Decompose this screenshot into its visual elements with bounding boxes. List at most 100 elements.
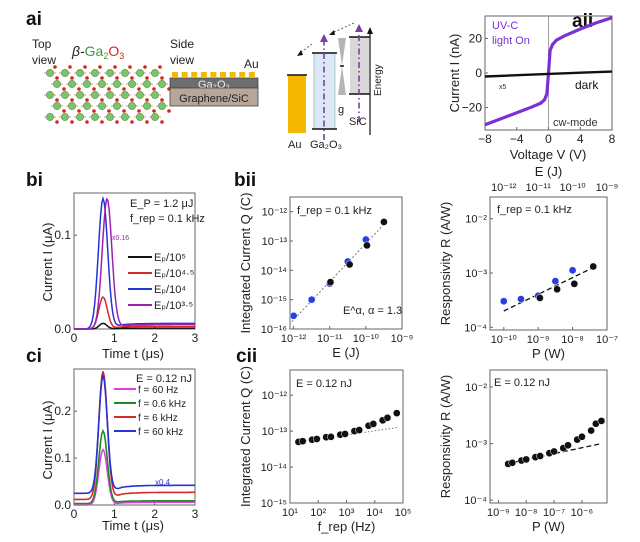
data-point-black xyxy=(550,447,558,456)
o-atom xyxy=(160,120,164,124)
x-axis-label: P (W) xyxy=(532,346,565,361)
o-atom xyxy=(145,76,149,80)
top-view-label-line2: view xyxy=(32,53,56,67)
o-atom xyxy=(128,65,132,69)
ga-atom xyxy=(53,80,61,88)
data-point-blue xyxy=(551,277,560,285)
ga-atom xyxy=(151,69,159,77)
y-tick-label: 10⁻³ xyxy=(465,439,487,451)
schematic-top-view: Top view β-Ga2O3 xyxy=(32,37,171,124)
transfer-arrow-sic-to-ga2o3 xyxy=(331,22,355,34)
transfer-arrow-ga2o3-to-au xyxy=(299,43,313,54)
ga-atom xyxy=(158,102,166,110)
y-axis-label: Current I (μA) xyxy=(40,400,55,479)
ga-atom xyxy=(61,91,69,99)
o-atom xyxy=(160,76,164,80)
energy-axis-label: Energy xyxy=(373,64,384,96)
x-tick-label: 0 xyxy=(71,331,78,345)
data-point-blue xyxy=(289,311,298,320)
band-ga2o3-block xyxy=(313,52,336,130)
y-tick-label: 10⁻¹⁵ xyxy=(261,295,287,307)
chart-bi-current-transients: 0 1 2 3 0.0 0.1 Time t (μs) Current I (μA) E_P =… xyxy=(40,192,205,361)
data-point-black xyxy=(345,260,354,269)
ga-atom xyxy=(143,80,151,88)
substrate-layer xyxy=(169,87,259,107)
au-pad xyxy=(248,72,255,77)
ga-atom xyxy=(113,80,121,88)
y-tick-label: −20 xyxy=(462,101,483,115)
ga-atom xyxy=(121,113,129,121)
annotation-dark: dark xyxy=(575,78,599,92)
y-axis-label: Integrated Current Q (C) xyxy=(238,366,253,507)
y-axis-label: Responsivity R (A/W) xyxy=(438,375,453,499)
y-tick-label: 0.0 xyxy=(54,322,71,336)
y-tick-label: 10⁻¹³ xyxy=(262,236,288,248)
data-point-black xyxy=(589,262,598,271)
annotation-scale: x0.4 xyxy=(155,478,171,487)
o-atom xyxy=(152,87,156,91)
y-tick-label: 10⁻⁴ xyxy=(464,322,487,334)
x-tick-label: 10⁻⁷ xyxy=(596,334,618,346)
o-atom xyxy=(53,65,57,69)
data-point-black xyxy=(383,413,392,422)
x-tick-label: 3 xyxy=(192,507,199,521)
x-tick-label: 10⁴ xyxy=(366,507,383,519)
x-tick-label: 10⁻⁹ xyxy=(391,333,414,345)
ga-atom xyxy=(121,91,129,99)
top-x-tick-label: 10⁻⁹ xyxy=(596,182,619,194)
crystal-title-prefix: β- xyxy=(71,43,85,59)
o-atom xyxy=(77,109,81,113)
o-atom xyxy=(55,120,59,124)
o-atom xyxy=(115,120,119,124)
x-tick-label: 3 xyxy=(192,331,199,345)
x-axis-label: Time t (μs) xyxy=(102,518,164,533)
series-line-2 xyxy=(74,195,195,330)
o-atom xyxy=(92,109,96,113)
x-tick-label: 10⁻⁹ xyxy=(487,507,510,519)
ga-atom xyxy=(91,69,99,77)
o-atom xyxy=(137,109,141,113)
o-atom xyxy=(70,76,74,80)
ga-atom xyxy=(46,91,54,99)
o-atom xyxy=(145,98,149,102)
o-atom xyxy=(167,109,171,113)
data-point-blue xyxy=(517,295,525,303)
series-line-dark xyxy=(484,70,613,78)
data-point-black xyxy=(363,241,371,250)
o-atom xyxy=(98,65,102,69)
top-x-tick-label: 10⁻¹⁰ xyxy=(560,182,587,194)
data-point-black xyxy=(597,417,606,425)
ga-atom xyxy=(91,113,99,121)
o-atom xyxy=(68,65,72,69)
ga-atom xyxy=(46,113,54,121)
y-tick-label: 0.1 xyxy=(54,451,71,465)
au-pad xyxy=(239,72,246,77)
ga-atom xyxy=(68,80,76,88)
legend-label-2: f = 6 kHz xyxy=(138,413,178,424)
series-line-3 xyxy=(74,197,195,330)
ga-atom xyxy=(136,69,144,77)
ga-atom xyxy=(83,102,91,110)
side-view-label-line2: view xyxy=(170,53,194,67)
au-pad xyxy=(229,72,236,77)
ga-atom xyxy=(98,80,106,88)
annotation-cw-mode: cw-mode xyxy=(553,117,598,129)
ga-atom xyxy=(76,69,84,77)
ga-atom xyxy=(143,102,151,110)
ga-atom xyxy=(151,113,159,121)
band-au-block xyxy=(288,75,306,133)
data-point-blue xyxy=(499,297,508,306)
annotation-0: E = 0.12 nJ xyxy=(494,377,550,389)
o-atom xyxy=(145,120,149,124)
x-tick-label: 1 xyxy=(111,331,118,345)
o-atom xyxy=(85,76,89,80)
x-tick-label: 2 xyxy=(151,331,158,345)
y-axis-label: Integrated Current Q (C) xyxy=(238,193,253,334)
ga-atom xyxy=(136,113,144,121)
y-axis-label: Current I (μA) xyxy=(40,222,55,301)
plot-frame xyxy=(73,192,196,330)
top-view-label-line1: Top xyxy=(32,37,52,51)
o-atom xyxy=(77,87,81,91)
x-tick-label: 1 xyxy=(111,507,118,521)
